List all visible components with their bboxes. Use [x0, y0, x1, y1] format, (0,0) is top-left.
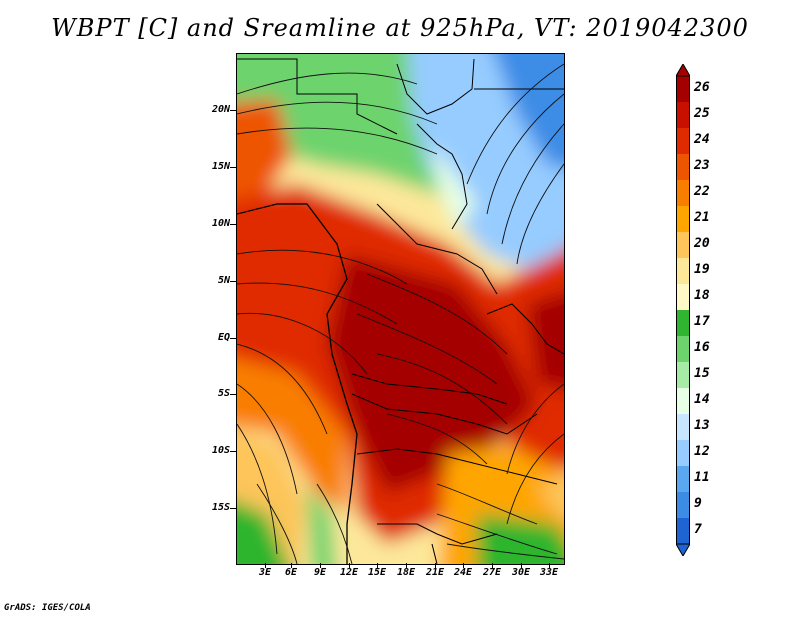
colorbar-swatch [676, 206, 690, 233]
colorbar-label: 13 [694, 418, 710, 433]
lat-tick [230, 338, 236, 339]
lon-tick [492, 563, 493, 568]
lat-label-5s: 5S [217, 388, 230, 399]
grads-credit: GrADS: IGES/COLA [4, 603, 91, 613]
colorbar-label: 25 [694, 106, 710, 121]
lon-label-3e: 3E [258, 567, 272, 578]
lat-label-eq: EQ [217, 332, 230, 343]
map-panel [236, 53, 565, 565]
lat-tick [230, 451, 236, 452]
colorbar-min-arrow [676, 543, 690, 556]
colorbar-swatch [676, 76, 690, 103]
colorbar-swatch [676, 310, 690, 337]
colorbar-label: 15 [694, 366, 710, 381]
colorbar-swatch [676, 440, 690, 467]
wbpt-field-map [237, 54, 564, 564]
colorbar-swatch [676, 518, 690, 545]
lon-label-18e: 18E [396, 567, 416, 578]
lon-tick [435, 563, 436, 568]
colorbar-label: 19 [694, 262, 710, 277]
colorbar-label: 16 [694, 340, 710, 355]
lat-label-20n: 20N [211, 104, 230, 115]
colorbar-label: 7 [694, 522, 702, 537]
colorbar-swatch [676, 102, 690, 129]
lat-label-10s: 10S [211, 445, 230, 456]
colorbar-label: 11 [694, 470, 710, 485]
colorbar-swatch [676, 180, 690, 207]
colorbar-swatch [676, 492, 690, 519]
colorbar-label: 18 [694, 288, 710, 303]
colorbar-label: 20 [694, 236, 710, 251]
colorbar-label: 21 [694, 210, 710, 225]
lon-tick [349, 563, 350, 568]
lat-label-5n: 5N [217, 275, 230, 286]
colorbar-swatch [676, 362, 690, 389]
lat-label-15n: 15N [211, 161, 230, 172]
lon-tick [320, 563, 321, 568]
colorbar-label: 9 [694, 496, 702, 511]
colorbar-swatch [676, 258, 690, 285]
lon-tick [549, 563, 550, 568]
lat-tick [230, 281, 236, 282]
lat-tick [230, 167, 236, 168]
lon-label-33e: 33E [539, 567, 559, 578]
lon-tick [521, 563, 522, 568]
lat-label-15s: 15S [211, 502, 230, 513]
colorbar-swatch [676, 466, 690, 493]
colorbar-frame [676, 75, 690, 545]
colorbar [676, 64, 690, 556]
lat-tick [230, 508, 236, 509]
colorbar-label: 17 [694, 314, 710, 329]
colorbar-label: 24 [694, 132, 710, 147]
lon-label-15e: 15E [367, 567, 387, 578]
lon-label-24e: 24E [453, 567, 473, 578]
colorbar-swatch [676, 388, 690, 415]
lon-tick [377, 563, 378, 568]
colorbar-label: 12 [694, 444, 710, 459]
lat-tick [230, 224, 236, 225]
lat-label-10n: 10N [211, 218, 230, 229]
colorbar-max-arrow [676, 64, 690, 77]
colorbar-swatch [676, 154, 690, 181]
colorbar-label: 23 [694, 158, 710, 173]
lon-tick [463, 563, 464, 568]
lat-tick [230, 110, 236, 111]
colorbar-label: 22 [694, 184, 710, 199]
lon-tick [406, 563, 407, 568]
colorbar-swatch [676, 128, 690, 155]
lon-tick [291, 563, 292, 568]
colorbar-swatch [676, 336, 690, 363]
lon-label-12e: 12E [339, 567, 359, 578]
lat-tick [230, 394, 236, 395]
lon-label-21e: 21E [425, 567, 445, 578]
colorbar-swatch [676, 414, 690, 441]
colorbar-label: 26 [694, 80, 710, 95]
lon-label-9e: 9E [313, 567, 327, 578]
colorbar-swatch [676, 284, 690, 311]
colorbar-label: 14 [694, 392, 710, 407]
lon-label-30e: 30E [511, 567, 531, 578]
lon-tick [265, 563, 266, 568]
lon-label-27e: 27E [482, 567, 502, 578]
colorbar-swatch [676, 232, 690, 259]
map-title: WBPT [C] and Sreamline at 925hPa, VT: 20… [51, 14, 749, 42]
lon-label-6e: 6E [284, 567, 298, 578]
